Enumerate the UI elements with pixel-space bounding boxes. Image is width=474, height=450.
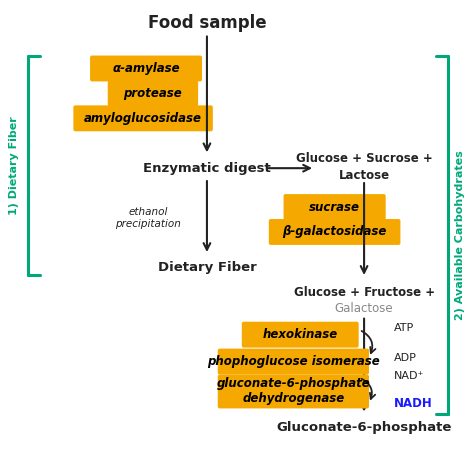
Text: phophoglucose isomerase: phophoglucose isomerase	[207, 355, 380, 368]
Text: Glucose + Sucrose +: Glucose + Sucrose +	[296, 152, 432, 165]
Text: hexokinase: hexokinase	[263, 328, 338, 341]
Text: ADP: ADP	[393, 353, 417, 363]
Text: β-galactosidase: β-galactosidase	[283, 225, 387, 238]
FancyBboxPatch shape	[218, 374, 369, 409]
Text: gluconate-6-phosphate
dehydrogenase: gluconate-6-phosphate dehydrogenase	[217, 378, 370, 405]
Text: Lactose: Lactose	[338, 169, 390, 182]
Text: Enzymatic digest: Enzymatic digest	[143, 162, 271, 175]
FancyBboxPatch shape	[218, 349, 369, 374]
Text: ATP: ATP	[393, 323, 414, 333]
Text: Glucose + Fructose +: Glucose + Fructose +	[293, 286, 435, 299]
Text: sucrase: sucrase	[309, 201, 360, 214]
Text: protease: protease	[124, 87, 182, 100]
FancyBboxPatch shape	[283, 194, 386, 220]
FancyBboxPatch shape	[108, 81, 198, 106]
Text: Galactose: Galactose	[335, 302, 393, 315]
Text: Gluconate-6-phosphate: Gluconate-6-phosphate	[276, 421, 452, 434]
FancyBboxPatch shape	[269, 219, 401, 245]
FancyBboxPatch shape	[73, 105, 213, 131]
Text: Food sample: Food sample	[147, 14, 266, 32]
Text: NAD⁺: NAD⁺	[393, 370, 424, 381]
Text: 2) Available Carbohydrates: 2) Available Carbohydrates	[456, 150, 465, 320]
Text: ethanol
precipitation: ethanol precipitation	[115, 207, 181, 229]
Text: α-amylase: α-amylase	[112, 62, 180, 75]
Text: amyloglucosidase: amyloglucosidase	[84, 112, 202, 125]
FancyBboxPatch shape	[242, 322, 359, 347]
Text: 1) Dietary Fiber: 1) Dietary Fiber	[9, 116, 19, 215]
Text: NADH: NADH	[393, 397, 432, 410]
FancyBboxPatch shape	[90, 55, 202, 81]
Text: Dietary Fiber: Dietary Fiber	[157, 261, 256, 274]
